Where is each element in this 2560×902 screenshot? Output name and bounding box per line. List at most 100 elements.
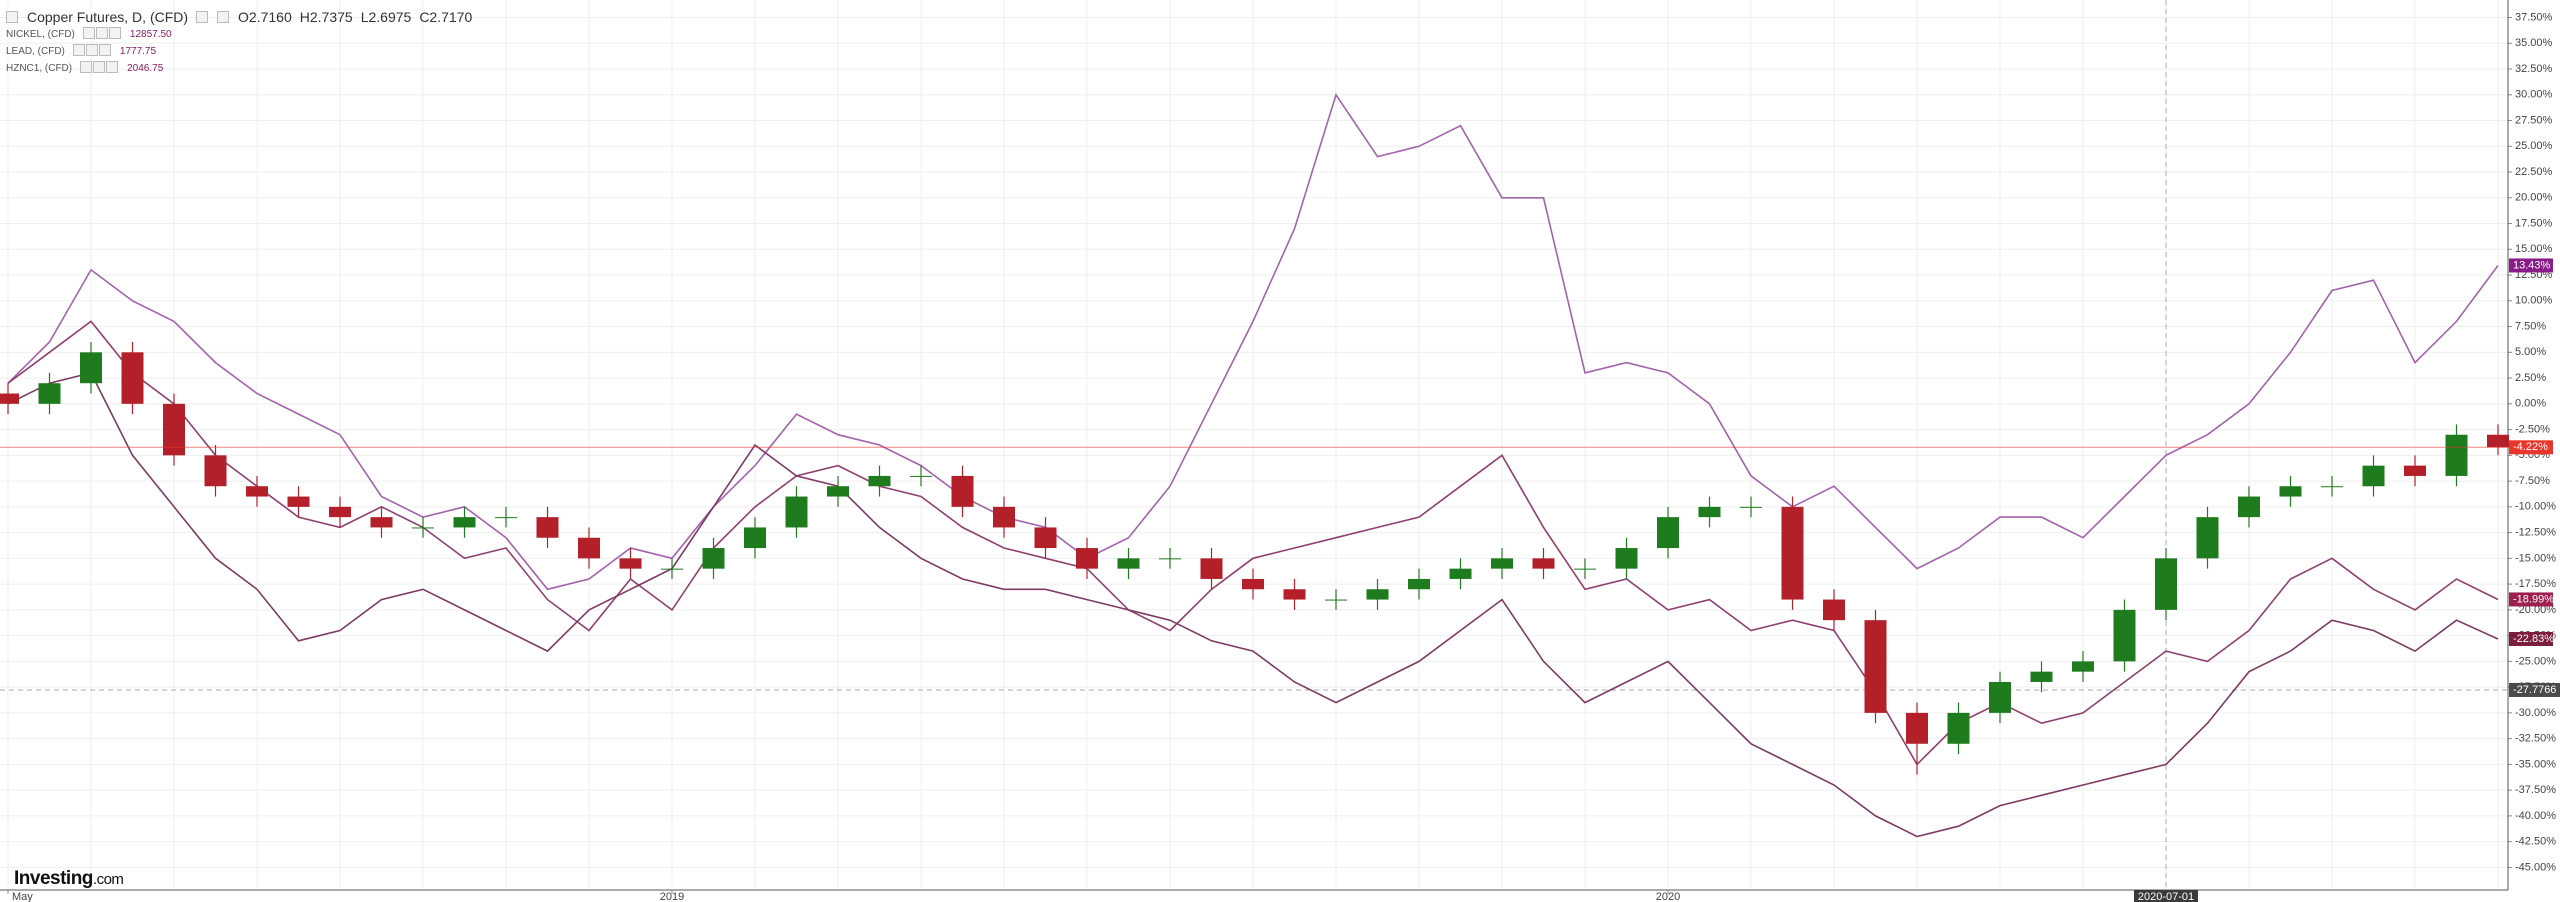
candle-body (329, 506, 351, 518)
candle-body (2196, 517, 2219, 559)
x-tick-label: May (12, 891, 33, 902)
y-tick-label: -7.50% (2515, 475, 2550, 487)
legend-price: 12857.50 (129, 29, 172, 40)
candle-body (1408, 578, 1430, 590)
candle-body (910, 475, 932, 477)
candle-body (578, 537, 600, 559)
y-tick-label: 0.00% (2515, 398, 2546, 410)
candle-body (2445, 434, 2468, 476)
y-tick-label: -30.00% (2515, 707, 2556, 719)
legend-icon[interactable] (80, 61, 93, 73)
legend: NICKEL, (CFD) 12857.50 LEAD, (CFD) 1777.75 H… (6, 26, 472, 77)
candle-body (1864, 620, 1887, 713)
candle-body (1034, 527, 1057, 549)
candle-body (2362, 465, 2385, 487)
candle-body (1076, 548, 1098, 569)
ohlc-open: O2.7160 (238, 9, 292, 25)
legend-item[interactable]: NICKEL, (CFD) 12857.50 (6, 26, 472, 43)
candle-body (744, 527, 766, 549)
candle-body (1574, 568, 1596, 570)
candle-body (1781, 506, 1804, 600)
candle-body (868, 475, 891, 487)
candle-body (1740, 506, 1762, 508)
candle-body (827, 486, 849, 497)
x-tick-label: 2020-07-01 (2138, 891, 2194, 902)
y-tick-label: 30.00% (2515, 89, 2553, 101)
candle-body (0, 393, 19, 404)
legend-icon[interactable] (98, 44, 111, 56)
candle-body (2238, 496, 2260, 518)
ohlc-low: L2.6975 (360, 9, 412, 25)
chart-title: Copper Futures, D, (CFD) (27, 9, 189, 25)
candle-body (204, 455, 227, 487)
y-tick-label: -40.00% (2515, 810, 2556, 822)
y-tick-label: 37.50% (2515, 11, 2553, 23)
legend-item[interactable]: HZNC1, (CFD) 2046.75 (6, 60, 472, 77)
candle-body (2155, 558, 2177, 610)
candle-body (38, 383, 61, 404)
legend-item[interactable]: LEAD, (CFD) 1777.75 (6, 43, 472, 60)
series-line (7, 92, 2499, 591)
y-tick-label: 20.00% (2515, 192, 2553, 204)
candle-body (495, 517, 517, 519)
brand-name: Investing (14, 868, 93, 889)
candle-body (993, 506, 1015, 528)
candle-body (1366, 589, 1389, 600)
y-tick-label: 22.50% (2515, 166, 2553, 178)
candle-body (2072, 661, 2094, 672)
legend-icon[interactable] (108, 27, 121, 39)
legend-icon[interactable] (72, 44, 85, 56)
x-tick-label: 2020 (1656, 891, 1680, 902)
y-tick-label: -15.00% (2515, 552, 2556, 564)
candle-body (246, 486, 268, 497)
brand-suffix: .com (92, 871, 124, 888)
x-label-highlight (2134, 890, 2198, 902)
candle-body (1823, 599, 1845, 621)
legend-icon[interactable] (82, 27, 95, 39)
collapse-icon[interactable] (6, 11, 18, 23)
settings-icon[interactable] (196, 11, 209, 23)
price-tag (2509, 592, 2553, 607)
legend-icon[interactable] (95, 27, 108, 39)
candle-body (1242, 578, 1264, 590)
candle-body (1117, 558, 1140, 569)
candle-body (1283, 589, 1306, 600)
candle-body (1906, 712, 1928, 744)
candle-body (951, 475, 974, 507)
candle-body (1532, 558, 1555, 569)
hide-icon[interactable] (217, 11, 230, 23)
y-tick-label: 15.00% (2515, 243, 2553, 255)
candle-body (2113, 609, 2136, 662)
legend-price: 2046.75 (127, 63, 164, 74)
candle-body (453, 517, 476, 528)
price-tag-label: 13.43% (2513, 259, 2551, 271)
price-tag-label: -18.99% (2513, 593, 2554, 605)
ohlc-close: C2.7170 (419, 9, 473, 25)
candle-body (2487, 434, 2509, 448)
candle-body (2321, 486, 2343, 488)
y-tick-label: -25.00% (2515, 655, 2556, 667)
candle-body (2404, 465, 2426, 476)
candle-body (1947, 712, 1970, 744)
candle-body (1200, 558, 1223, 579)
candle-body (661, 568, 683, 570)
y-tick-label: -42.50% (2515, 836, 2556, 848)
legend-icon[interactable] (106, 61, 119, 73)
y-tick-label: -17.50% (2515, 578, 2556, 590)
y-tick-label: 5.00% (2515, 346, 2546, 358)
y-tick-label: -2.50% (2515, 423, 2550, 435)
legend-icons (72, 44, 112, 59)
candle-body (1615, 548, 1638, 569)
y-tick-label: -12.50% (2515, 527, 2556, 539)
legend-icon[interactable] (85, 44, 98, 56)
legend-icon[interactable] (93, 61, 106, 73)
crosshair-label: -27.7766 (2513, 684, 2556, 696)
candle-body (785, 496, 808, 528)
candle-body (1491, 558, 1513, 569)
price-tag (2509, 440, 2553, 455)
y-tick-label: 35.00% (2515, 37, 2553, 49)
plot-background (0, 0, 2508, 888)
ohlc-high: H2.7375 (299, 9, 353, 25)
legend-price: 1777.75 (119, 46, 157, 57)
